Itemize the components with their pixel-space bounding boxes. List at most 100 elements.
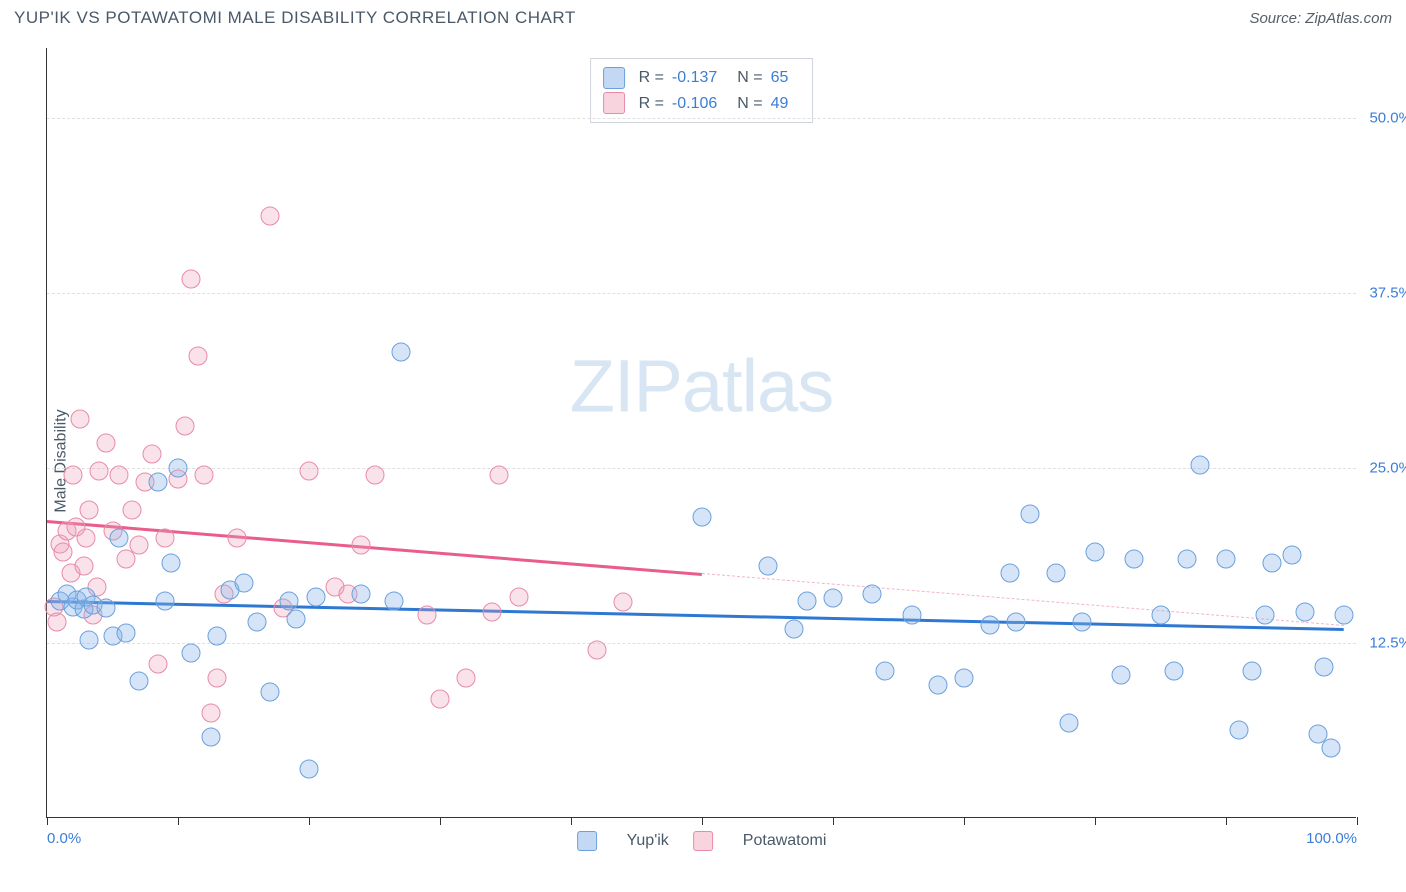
data-point	[352, 585, 371, 604]
data-point	[162, 554, 181, 573]
x-tick	[964, 817, 965, 825]
data-point	[981, 615, 1000, 634]
data-point	[123, 501, 142, 520]
data-point	[784, 620, 803, 639]
chart-area: Male Disability ZIPatlas R = -0.137 N = …	[0, 38, 1406, 884]
trend-line	[47, 600, 1344, 630]
data-point	[1072, 613, 1091, 632]
data-point	[1315, 657, 1334, 676]
x-tick	[1357, 817, 1358, 825]
data-point	[693, 508, 712, 527]
legend: Yup'ik Potawatomi	[577, 831, 827, 851]
x-tick	[571, 817, 572, 825]
data-point	[74, 557, 93, 576]
watermark-zip: ZIP	[570, 345, 682, 428]
data-point	[155, 592, 174, 611]
chart-header: YUP'IK VS POTAWATOMI MALE DISABILITY COR…	[0, 0, 1406, 38]
watermark-atlas: atlas	[682, 345, 833, 428]
stat-r-label: R =	[639, 91, 664, 117]
y-tick-label: 12.5%	[1369, 635, 1406, 652]
data-point	[758, 557, 777, 576]
data-point	[391, 342, 410, 361]
x-tick	[1226, 817, 1227, 825]
stat-r-pink: -0.106	[672, 91, 717, 117]
data-point	[247, 613, 266, 632]
data-point	[431, 690, 450, 709]
data-point	[155, 529, 174, 548]
x-tick	[833, 817, 834, 825]
data-point	[955, 669, 974, 688]
data-point	[149, 473, 168, 492]
stat-n-pink: 49	[771, 91, 789, 117]
gridline	[47, 118, 1356, 119]
data-point	[1125, 550, 1144, 569]
data-point	[79, 501, 98, 520]
data-point	[1217, 550, 1236, 569]
data-point	[116, 624, 135, 643]
gridline	[47, 643, 1356, 644]
data-point	[227, 529, 246, 548]
x-tick	[440, 817, 441, 825]
gridline	[47, 468, 1356, 469]
data-point	[90, 461, 109, 480]
data-point	[588, 641, 607, 660]
stats-row-blue: R = -0.137 N = 65	[603, 65, 801, 91]
x-tick-label: 100.0%	[1306, 830, 1357, 847]
data-point	[149, 655, 168, 674]
data-point	[110, 466, 129, 485]
y-tick-label: 50.0%	[1369, 110, 1406, 127]
chart-title: YUP'IK VS POTAWATOMI MALE DISABILITY COR…	[14, 8, 576, 28]
stats-row-pink: R = -0.106 N = 49	[603, 91, 801, 117]
data-point	[928, 676, 947, 695]
data-point	[1230, 720, 1249, 739]
data-point	[483, 603, 502, 622]
x-tick	[178, 817, 179, 825]
data-point	[417, 606, 436, 625]
swatch-pink-icon	[603, 92, 625, 114]
data-point	[195, 466, 214, 485]
data-point	[509, 587, 528, 606]
data-point	[169, 459, 188, 478]
stat-n-label: N =	[737, 91, 762, 117]
legend-swatch-pink-icon	[693, 831, 713, 851]
data-point	[182, 643, 201, 662]
data-point	[385, 592, 404, 611]
data-point	[188, 347, 207, 366]
stat-n-label: N =	[737, 65, 762, 91]
data-point	[77, 529, 96, 548]
data-point	[1243, 662, 1262, 681]
data-point	[208, 627, 227, 646]
data-point	[201, 727, 220, 746]
data-point	[1321, 739, 1340, 758]
x-tick	[1095, 817, 1096, 825]
data-point	[110, 529, 129, 548]
data-point	[300, 760, 319, 779]
gridline	[47, 293, 1356, 294]
data-point	[48, 613, 67, 632]
legend-swatch-blue-icon	[577, 831, 597, 851]
data-point	[129, 671, 148, 690]
x-tick	[702, 817, 703, 825]
data-point	[1177, 550, 1196, 569]
data-point	[1000, 564, 1019, 583]
data-point	[1282, 545, 1301, 564]
data-point	[1164, 662, 1183, 681]
data-point	[365, 466, 384, 485]
x-tick	[47, 817, 48, 825]
data-point	[1059, 713, 1078, 732]
data-point	[286, 610, 305, 629]
data-point	[234, 573, 253, 592]
data-point	[1190, 456, 1209, 475]
chart-source: Source: ZipAtlas.com	[1249, 10, 1392, 27]
data-point	[457, 669, 476, 688]
stat-r-blue: -0.137	[672, 65, 717, 91]
data-point	[352, 536, 371, 555]
data-point	[876, 662, 895, 681]
data-point	[129, 536, 148, 555]
data-point	[201, 704, 220, 723]
swatch-blue-icon	[603, 67, 625, 89]
data-point	[863, 585, 882, 604]
data-point	[1112, 666, 1131, 685]
stat-r-label: R =	[639, 65, 664, 91]
data-point	[260, 683, 279, 702]
